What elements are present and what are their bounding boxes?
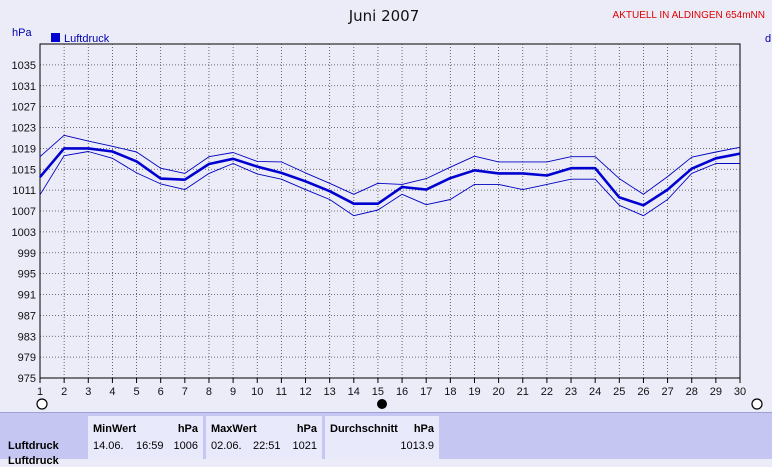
x-tick-label: 10 xyxy=(251,386,263,398)
y-tick-label: 1007 xyxy=(12,206,36,218)
y-tick-label: 995 xyxy=(18,269,36,281)
min-date: 14.06. xyxy=(93,440,124,452)
avg-cell: Durchschnitt hPa 1013.9 xyxy=(325,416,439,459)
x-tick-label: 2 xyxy=(61,386,67,398)
scroll-position-marker[interactable] xyxy=(377,399,387,409)
x-tick-label: 30 xyxy=(734,386,746,398)
y-axis-unit: hPa xyxy=(12,27,32,39)
min-time: 16:59 xyxy=(136,440,164,452)
max-unit: hPa xyxy=(296,423,317,435)
x-tick-label: 25 xyxy=(613,386,625,398)
y-tick-label: 979 xyxy=(18,352,36,364)
plot-frame xyxy=(39,43,741,379)
x-tick-label: 12 xyxy=(299,386,311,398)
right-axis-unit: d xyxy=(765,33,771,45)
series-line-min xyxy=(39,151,740,217)
x-tick-label: 17 xyxy=(420,386,432,398)
x-tick-label: 29 xyxy=(710,386,722,398)
legend-label: Luftdruck xyxy=(64,33,110,45)
max-date: 02.06. xyxy=(211,440,242,452)
avg-value: 1013.9 xyxy=(400,440,434,452)
plot-area: 9759799839879919959991003100710111015101… xyxy=(12,43,746,398)
x-tick-label: 6 xyxy=(158,386,164,398)
x-tick-label: 23 xyxy=(565,386,577,398)
x-tick-label: 3 xyxy=(85,386,91,398)
stats-row-label: Luftdruck xyxy=(8,440,59,452)
x-tick-label: 1 xyxy=(37,386,43,398)
x-tick-label: 13 xyxy=(324,386,336,398)
max-value: 1021 xyxy=(292,440,317,452)
min-header: MinWert xyxy=(93,423,137,435)
y-tick-label: 1019 xyxy=(12,143,36,155)
scroll-start-marker[interactable] xyxy=(36,398,48,410)
y-tick-label: 1035 xyxy=(12,60,36,72)
x-tick-label: 24 xyxy=(589,386,601,398)
y-tick-label: 1031 xyxy=(12,81,36,93)
x-tick-label: 11 xyxy=(276,386,287,398)
y-tick-label: 983 xyxy=(18,331,36,343)
y-tick-label: 1011 xyxy=(12,185,36,197)
pressure-chart: Juni 2007 AKTUELL IN ALDINGEN 654mNN hPa… xyxy=(12,7,771,410)
y-tick-label: 991 xyxy=(18,290,36,302)
max-time: 22:51 xyxy=(253,440,281,452)
y-tick-label: 1015 xyxy=(12,164,36,176)
x-tick-label: 5 xyxy=(133,386,139,398)
x-tick-label: 21 xyxy=(517,386,529,398)
min-unit: hPa xyxy=(177,423,198,435)
legend-swatch xyxy=(51,33,60,42)
series-line-mean xyxy=(39,147,741,207)
y-tick-label: 1027 xyxy=(12,102,36,114)
y-tick-label: 975 xyxy=(18,373,36,385)
x-tick-label: 26 xyxy=(637,386,649,398)
max-cell: MaxWert hPa 02.06. 22:51 1021 xyxy=(206,416,322,459)
x-tick-label: 9 xyxy=(230,386,236,398)
x-tick-label: 18 xyxy=(444,386,456,398)
x-tick-label: 28 xyxy=(686,386,698,398)
avg-header: Durchschnitt xyxy=(330,423,398,435)
avg-unit: hPa xyxy=(413,423,434,435)
x-tick-label: 20 xyxy=(492,386,504,398)
min-cell: MinWert hPa 14.06. 16:59 1006 xyxy=(88,416,203,459)
x-tick-label: 19 xyxy=(468,386,480,398)
x-tick-label: 27 xyxy=(661,386,673,398)
x-tick-label: 7 xyxy=(182,386,188,398)
y-tick-label: 1003 xyxy=(12,227,36,239)
location-badge: AKTUELL IN ALDINGEN 654mNN xyxy=(613,10,765,21)
y-tick-label: 987 xyxy=(18,310,36,322)
stats-row-label-2: Luftdruck xyxy=(8,455,59,467)
x-tick-label: 15 xyxy=(372,386,384,398)
x-tick-label: 22 xyxy=(541,386,553,398)
x-tick-label: 8 xyxy=(206,386,212,398)
x-tick-label: 4 xyxy=(109,386,115,398)
series-line-max xyxy=(39,134,741,195)
scroll-end-marker[interactable] xyxy=(751,398,763,410)
min-value: 1006 xyxy=(173,440,198,452)
x-tick-label: 16 xyxy=(396,386,408,398)
y-tick-label: 1023 xyxy=(12,123,36,135)
chart-title: Juni 2007 xyxy=(348,7,420,25)
y-tick-label: 999 xyxy=(18,248,36,260)
stats-table: Luftdruck MinWert hPa 14.06. 16:59 1006 … xyxy=(0,412,772,467)
x-tick-label: 14 xyxy=(348,386,360,398)
max-header: MaxWert xyxy=(211,423,257,435)
